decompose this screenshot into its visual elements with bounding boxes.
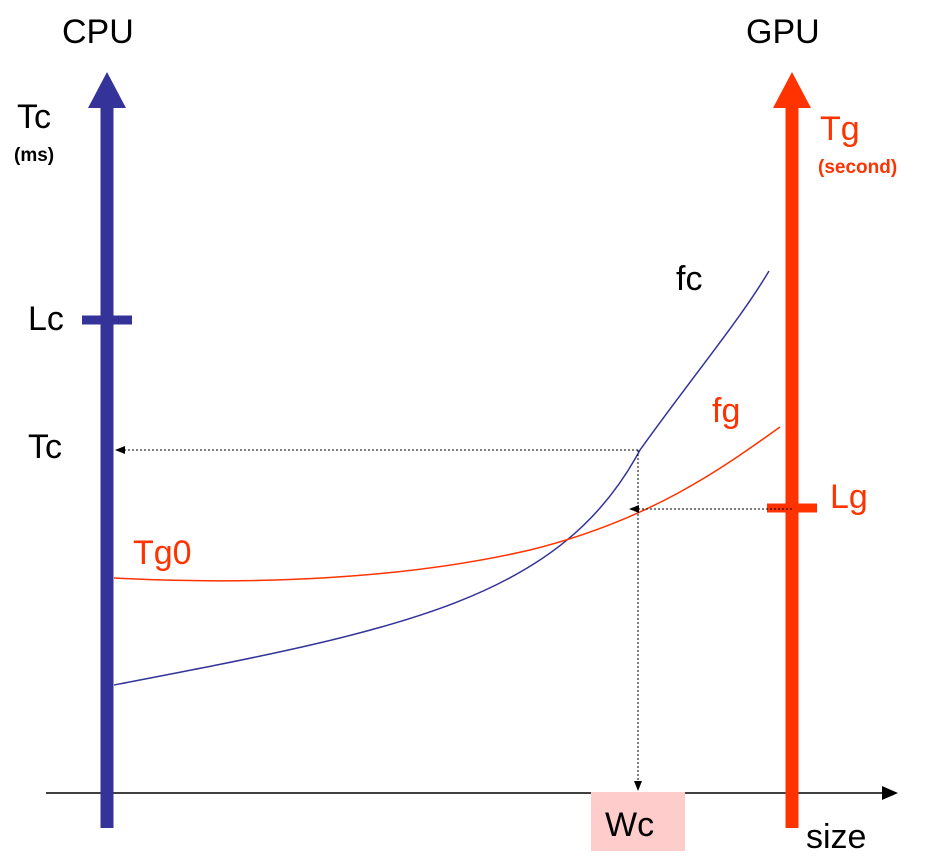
fc-label: fc (676, 260, 702, 298)
wc-label: Wc (605, 806, 654, 844)
gpu-title: GPU (746, 13, 820, 51)
fg-curve (113, 426, 781, 582)
lc-label: Lc (28, 300, 64, 338)
gpu-axis-arrowhead (773, 72, 811, 108)
lg-label: Lg (830, 478, 868, 516)
tc-axis-label: Tc (17, 98, 51, 136)
size-label: size (806, 818, 866, 856)
tg-axis-label: Tg (820, 110, 860, 148)
tg0-label: Tg0 (133, 534, 192, 572)
cpu-title: CPU (62, 13, 134, 51)
tc-unit-label: (ms) (14, 145, 54, 166)
fc-curve (113, 270, 770, 686)
fg-label: fg (712, 392, 740, 430)
tc-mark-label: Tc (28, 428, 62, 466)
size-axis-arrowhead (882, 786, 898, 800)
wc-box (591, 792, 685, 851)
tg-unit-label: (second) (818, 157, 897, 178)
cpu-axis-arrowhead (88, 72, 126, 108)
